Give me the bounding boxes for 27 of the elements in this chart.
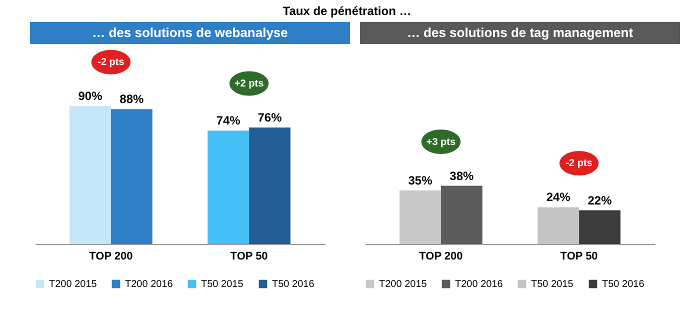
text: -2 pts — [566, 158, 593, 170]
data-label: 24% — [546, 190, 571, 204]
legend-label: T50 2016 — [272, 279, 315, 290]
chart-subtitle: … des solutions de tag management — [360, 22, 680, 44]
legend-label: T200 2016 — [125, 279, 174, 290]
legend-label: T200 2015 — [49, 279, 98, 290]
legend-label: T200 2016 — [455, 279, 504, 290]
data-label: 74% — [216, 114, 241, 128]
data-label: 90% — [78, 89, 103, 104]
x-tick-label: TOP 200 — [419, 250, 463, 262]
text: +2 pts — [234, 78, 264, 90]
legend-label: T50 2015 — [531, 279, 574, 290]
x-tick-label: TOP 50 — [230, 250, 268, 262]
legend-label: T50 2016 — [602, 279, 645, 290]
chart-subtitle: … des solutions de webanalyse — [30, 22, 350, 44]
data-label: 35% — [408, 173, 433, 188]
x-tick-label: TOP 50 — [560, 250, 598, 262]
chart-title: Taux de pénétration … — [282, 3, 412, 20]
data-label: 88% — [120, 92, 144, 106]
data-label: 22% — [588, 193, 612, 208]
data-label: 38% — [450, 168, 474, 183]
legend-label: T200 2015 — [379, 279, 428, 290]
text: -2 pts — [98, 57, 125, 68]
legend-label: T50 2015 — [201, 279, 244, 290]
text: +3 pts — [426, 136, 456, 148]
data-label: 76% — [258, 110, 282, 125]
x-tick-label: TOP 200 — [89, 250, 133, 262]
